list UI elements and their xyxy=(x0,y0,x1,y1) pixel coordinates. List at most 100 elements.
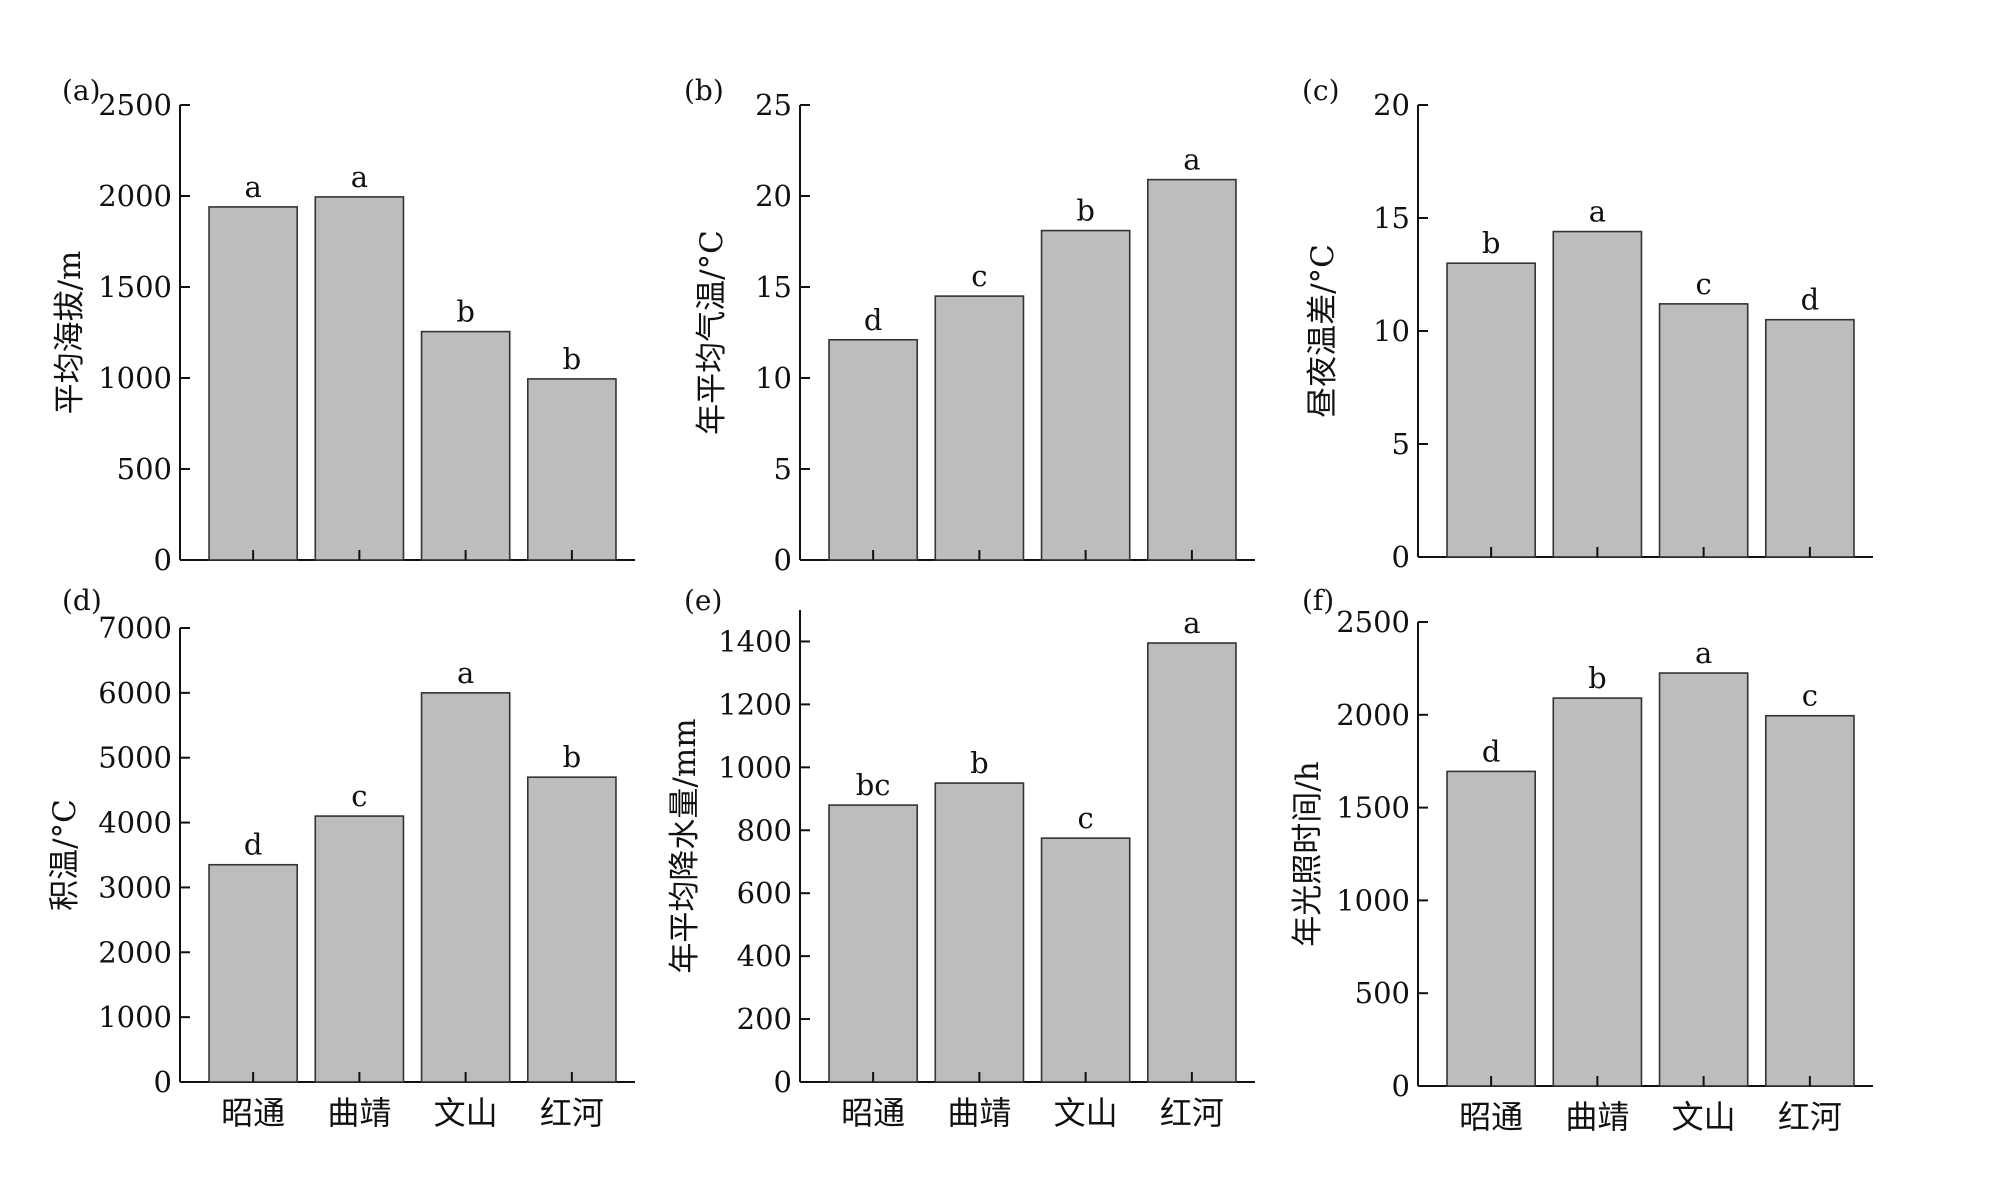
y-tick-label: 3000 xyxy=(98,870,172,904)
significance-label: a xyxy=(1183,143,1200,177)
panel-label: (a) xyxy=(62,74,101,107)
y-tick-label: 400 xyxy=(737,939,792,973)
panel-1: 0 500 1000 1500 2000 2500 a a b b (a) 平均海拔/m xyxy=(52,74,635,577)
y-tick-label: 1000 xyxy=(98,361,172,395)
panel-label: (d) xyxy=(62,584,102,617)
bar-文山 xyxy=(420,692,511,1083)
y-tick-label: 800 xyxy=(737,813,792,847)
y-axis-title: 年光照时间/h xyxy=(1290,761,1326,946)
category-label: 昭通 xyxy=(841,1094,905,1132)
significance-label: a xyxy=(244,170,261,204)
significance-label: bc xyxy=(856,768,891,802)
significance-label: c xyxy=(351,779,367,813)
y-tick-label: 500 xyxy=(1355,976,1410,1010)
significance-label: c xyxy=(1078,801,1094,835)
category-label: 曲靖 xyxy=(1565,1098,1629,1136)
y-tick-label: 2000 xyxy=(98,935,172,969)
bar-红河 xyxy=(526,776,617,1083)
y-tick-label: 25 xyxy=(755,88,792,122)
bar-文山 xyxy=(1658,303,1749,558)
bar-红河 xyxy=(1764,318,1855,558)
y-tick-label: 5 xyxy=(774,452,792,486)
bar-昭通 xyxy=(208,206,299,561)
bar-红河 xyxy=(1146,642,1237,1083)
y-tick-label: 1000 xyxy=(1336,883,1410,917)
y-tick-label: 15 xyxy=(1373,201,1410,235)
bar-昭通 xyxy=(1446,262,1537,558)
y-tick-label: 0 xyxy=(154,1065,172,1099)
y-tick-label: 600 xyxy=(737,876,792,910)
category-label: 文山 xyxy=(434,1094,498,1132)
category-label: 昭通 xyxy=(1459,1098,1523,1136)
significance-label: b xyxy=(563,740,582,774)
y-axis-title: 积温/°C xyxy=(47,799,83,911)
y-tick-label: 1000 xyxy=(718,750,792,784)
bar-文山 xyxy=(1040,229,1131,561)
y-axis-title: 年平均降水量/mm xyxy=(667,718,703,973)
y-tick-label: 1200 xyxy=(718,687,792,721)
significance-label: d xyxy=(1482,734,1501,768)
y-tick-label: 5000 xyxy=(98,741,172,775)
significance-label: a xyxy=(457,656,474,690)
panel-label: (f) xyxy=(1302,584,1334,617)
significance-label: c xyxy=(971,259,987,293)
category-label: 红河 xyxy=(1160,1094,1224,1132)
y-tick-label: 1500 xyxy=(98,270,172,304)
y-tick-label: 0 xyxy=(154,543,172,577)
y-tick-label: 10 xyxy=(1373,314,1410,348)
significance-label: a xyxy=(1183,606,1200,640)
significance-label: d xyxy=(244,828,263,862)
bar-文山 xyxy=(1658,672,1749,1087)
significance-label: d xyxy=(864,303,883,337)
y-tick-label: 6000 xyxy=(98,676,172,710)
panel-5: 0 200 400 600 800 1000 1200 1400 bc 昭通 b 曲靖 c 文山 a 红河 (e… xyxy=(667,584,1255,1132)
bar-曲靖 xyxy=(314,815,405,1083)
category-label: 红河 xyxy=(1778,1098,1842,1136)
panel-label: (b) xyxy=(684,74,724,107)
y-tick-label: 1000 xyxy=(98,1000,172,1034)
panel-label: (c) xyxy=(1302,74,1340,107)
bar-红河 xyxy=(1146,178,1237,561)
y-tick-label: 200 xyxy=(737,1002,792,1036)
significance-label: a xyxy=(1589,195,1606,229)
bar-昭通 xyxy=(828,338,919,561)
panel-3: 0 5 10 15 20 b a c d (c) 昼夜温差/°C xyxy=(1302,74,1873,574)
y-tick-label: 5 xyxy=(1392,427,1410,461)
category-label: 红河 xyxy=(540,1094,604,1132)
y-tick-label: 0 xyxy=(1392,540,1410,574)
significance-label: d xyxy=(1801,283,1820,317)
y-tick-label: 2000 xyxy=(98,179,172,213)
significance-label: a xyxy=(1695,636,1712,670)
y-tick-label: 7000 xyxy=(98,611,172,645)
y-tick-label: 2000 xyxy=(1336,698,1410,732)
category-label: 文山 xyxy=(1054,1094,1118,1132)
y-tick-label: 0 xyxy=(774,1065,792,1099)
panel-6: 0 500 1000 1500 2000 2500 d 昭通 b 曲靖 a 文山 c 红河 (f) 年光照时间… xyxy=(1290,584,1873,1136)
category-label: 曲靖 xyxy=(947,1094,1011,1132)
y-axis-title: 平均海拔/m xyxy=(52,251,88,415)
y-tick-label: 15 xyxy=(755,270,792,304)
y-tick-label: 500 xyxy=(117,452,172,486)
y-tick-label: 20 xyxy=(1373,88,1410,122)
category-label: 昭通 xyxy=(221,1094,285,1132)
significance-label: b xyxy=(563,342,582,376)
bar-曲靖 xyxy=(1552,230,1643,558)
y-tick-label: 0 xyxy=(774,543,792,577)
significance-label: a xyxy=(351,160,368,194)
y-tick-label: 2500 xyxy=(1336,605,1410,639)
bar-红河 xyxy=(526,378,617,561)
panel-2: 0 5 10 15 20 25 d c b a (b) 年平均气温/°C xyxy=(684,74,1255,577)
bar-昭通 xyxy=(208,863,299,1083)
y-tick-label: 1500 xyxy=(1336,791,1410,825)
significance-label: b xyxy=(970,746,989,780)
y-tick-label: 2500 xyxy=(98,88,172,122)
significance-label: c xyxy=(1802,679,1818,713)
significance-label: b xyxy=(1482,226,1501,260)
panel-label: (e) xyxy=(684,584,722,617)
significance-label: b xyxy=(1588,661,1607,695)
panel-4: 0 1000 2000 3000 4000 5000 6000 7000 d 昭通 c 曲靖 a 文山 b 红… xyxy=(47,584,635,1132)
y-axis-title: 昼夜温差/°C xyxy=(1305,244,1341,418)
bar-昭通 xyxy=(828,804,919,1083)
significance-label: b xyxy=(1076,194,1095,228)
